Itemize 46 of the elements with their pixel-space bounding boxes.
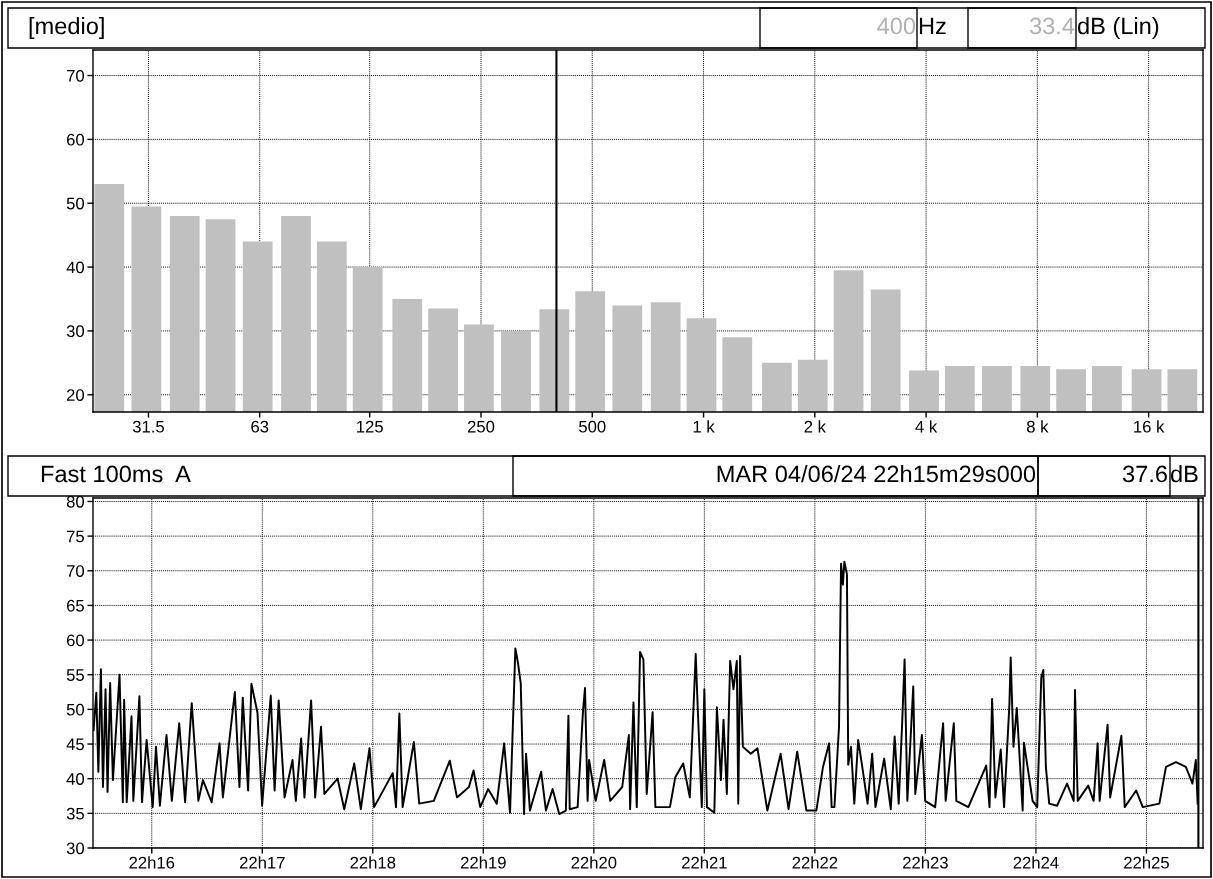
text: dB bbox=[1170, 464, 1198, 483]
y-tick-label: 40 bbox=[66, 773, 85, 785]
x-tick-label: 250 bbox=[467, 420, 495, 433]
y-tick-label: 30 bbox=[66, 842, 85, 855]
text: dB (Lin) bbox=[1077, 17, 1159, 39]
x-tick-label: 63 bbox=[251, 420, 269, 433]
x-tick-label: 125 bbox=[357, 420, 383, 433]
y-tick-label: 55 bbox=[66, 669, 84, 681]
x-tick-label: 8 k bbox=[1026, 420, 1049, 433]
x-tick-label: 22h21 bbox=[682, 856, 727, 869]
x-tick-label: 16 k bbox=[1134, 420, 1165, 433]
y-tick-label: 75 bbox=[66, 530, 84, 543]
y-tick-label: 70 bbox=[66, 69, 85, 82]
y-tick-label: 50 bbox=[66, 703, 85, 716]
x-tick-label: 22h19 bbox=[460, 856, 506, 869]
x-tick-label: 22h18 bbox=[350, 856, 396, 869]
y-tick-label: 60 bbox=[66, 133, 85, 146]
y-tick-label: 20 bbox=[66, 389, 85, 401]
y-tick-label: 80 bbox=[66, 495, 85, 508]
text: 33.4 bbox=[1029, 17, 1075, 35]
x-tick-label: 500 bbox=[579, 420, 606, 433]
text: 37.6 bbox=[1122, 465, 1167, 483]
x-tick-label: 22h20 bbox=[571, 856, 617, 869]
x-tick-label: 22h17 bbox=[239, 856, 285, 869]
x-tick-label: 22h25 bbox=[1124, 856, 1169, 869]
text: Fast 100ms A bbox=[41, 465, 191, 483]
x-tick-label: 22h16 bbox=[129, 856, 175, 869]
y-tick-label: 35 bbox=[66, 807, 84, 820]
y-tick-label: 50 bbox=[66, 197, 85, 210]
y-tick-label: 40 bbox=[66, 261, 85, 274]
text: 400 bbox=[877, 17, 916, 35]
y-tick-label: 30 bbox=[66, 325, 85, 338]
x-tick-label: 2 k bbox=[804, 420, 826, 433]
x-tick-label: 22h22 bbox=[792, 856, 838, 869]
y-tick-label: 70 bbox=[66, 565, 85, 577]
text: [medio] bbox=[29, 17, 104, 39]
x-tick-label: 22h23 bbox=[903, 856, 948, 869]
x-tick-label: 4 k bbox=[915, 420, 938, 433]
y-tick-label: 65 bbox=[66, 599, 84, 612]
x-tick-label: 31.5 bbox=[132, 420, 164, 433]
y-tick-label: 60 bbox=[66, 634, 85, 647]
text: MAR 04/06/24 22h15m29s000 bbox=[717, 464, 1036, 483]
text: Hz bbox=[919, 17, 946, 35]
x-tick-label: 22h24 bbox=[1013, 856, 1059, 869]
x-tick-label: 1 k bbox=[693, 420, 715, 433]
y-tick-label: 45 bbox=[66, 738, 84, 751]
